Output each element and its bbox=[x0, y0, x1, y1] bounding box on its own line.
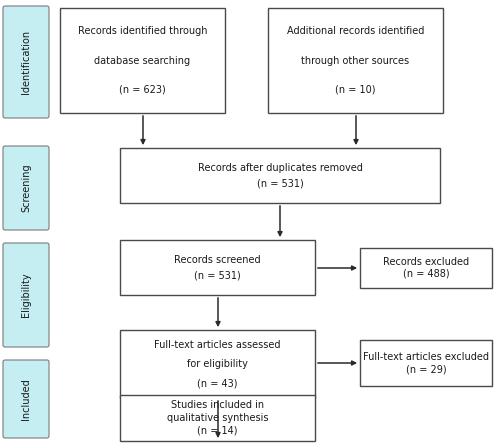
Text: (n = 43): (n = 43) bbox=[197, 378, 238, 388]
Text: (n = 10): (n = 10) bbox=[335, 85, 376, 95]
FancyBboxPatch shape bbox=[3, 243, 49, 347]
FancyBboxPatch shape bbox=[268, 8, 443, 113]
Text: Included: Included bbox=[21, 378, 31, 420]
FancyBboxPatch shape bbox=[3, 146, 49, 230]
Text: (n = 531): (n = 531) bbox=[256, 178, 304, 188]
FancyBboxPatch shape bbox=[360, 248, 492, 288]
FancyBboxPatch shape bbox=[120, 330, 315, 398]
Text: database searching: database searching bbox=[94, 56, 190, 66]
FancyBboxPatch shape bbox=[360, 340, 492, 386]
Text: Full-text articles assessed: Full-text articles assessed bbox=[154, 340, 281, 350]
FancyBboxPatch shape bbox=[3, 6, 49, 118]
FancyBboxPatch shape bbox=[60, 8, 225, 113]
FancyBboxPatch shape bbox=[120, 395, 315, 441]
Text: Screening: Screening bbox=[21, 164, 31, 212]
Text: through other sources: through other sources bbox=[302, 56, 410, 66]
Text: Additional records identified: Additional records identified bbox=[287, 26, 424, 36]
Text: (n = 531): (n = 531) bbox=[194, 270, 241, 280]
FancyBboxPatch shape bbox=[3, 360, 49, 438]
FancyBboxPatch shape bbox=[120, 240, 315, 295]
Text: for eligibility: for eligibility bbox=[187, 359, 248, 369]
Text: (n = 14): (n = 14) bbox=[197, 426, 238, 436]
Text: Records identified through: Records identified through bbox=[78, 26, 208, 36]
Text: Studies included in: Studies included in bbox=[171, 400, 264, 410]
FancyBboxPatch shape bbox=[120, 148, 440, 203]
Text: (n = 488): (n = 488) bbox=[402, 269, 450, 278]
Text: Records after duplicates removed: Records after duplicates removed bbox=[198, 163, 362, 173]
Text: Full-text articles excluded: Full-text articles excluded bbox=[363, 352, 489, 361]
Text: qualitative synthesis: qualitative synthesis bbox=[167, 413, 268, 423]
Text: Records excluded: Records excluded bbox=[383, 258, 469, 267]
Text: Eligibility: Eligibility bbox=[21, 273, 31, 317]
Text: Identification: Identification bbox=[21, 30, 31, 94]
Text: Records screened: Records screened bbox=[174, 255, 261, 265]
Text: (n = 29): (n = 29) bbox=[406, 365, 446, 374]
Text: (n = 623): (n = 623) bbox=[119, 85, 166, 95]
